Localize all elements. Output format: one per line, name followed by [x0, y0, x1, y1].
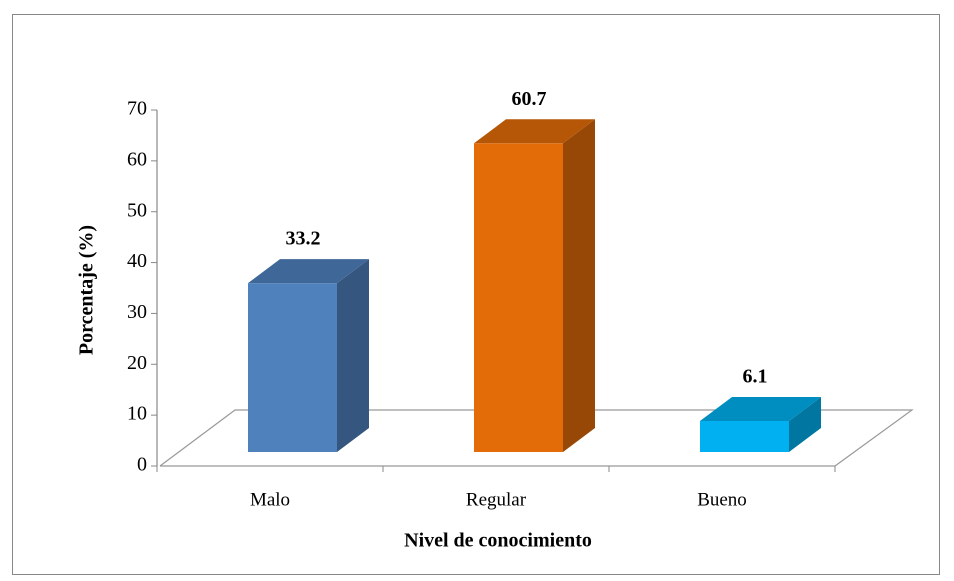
- bar-side: [337, 259, 369, 452]
- y-tick-label: 30: [127, 301, 147, 323]
- x-axis-label: Nivel de conocimiento: [404, 530, 592, 552]
- y-tick-label: 40: [127, 250, 147, 272]
- chart-frame: [12, 14, 940, 575]
- bar-front: [700, 420, 789, 452]
- y-tick-label: 20: [127, 352, 147, 374]
- value-label: 33.2: [286, 228, 321, 250]
- x-tick-label: Regular: [466, 489, 527, 510]
- y-tick-label: 50: [127, 199, 147, 221]
- y-tick-label: 0: [137, 454, 147, 476]
- bar-side: [563, 119, 595, 452]
- bar-front: [248, 283, 337, 452]
- value-label: 6.1: [743, 366, 768, 388]
- x-tick-label: Malo: [250, 489, 290, 510]
- y-tick-label: 70: [127, 98, 147, 120]
- y-tick-label: 10: [127, 403, 147, 425]
- bar-top: [700, 396, 821, 421]
- value-label: 60.7: [512, 88, 547, 110]
- bar-front: [474, 143, 563, 452]
- y-tick-label: 60: [127, 148, 147, 170]
- bar-top: [474, 119, 595, 144]
- bar-top: [248, 259, 369, 284]
- bar-side: [789, 396, 821, 452]
- x-tick-label: Bueno: [697, 489, 747, 510]
- y-axis-label: Porcentaje (%): [76, 225, 98, 355]
